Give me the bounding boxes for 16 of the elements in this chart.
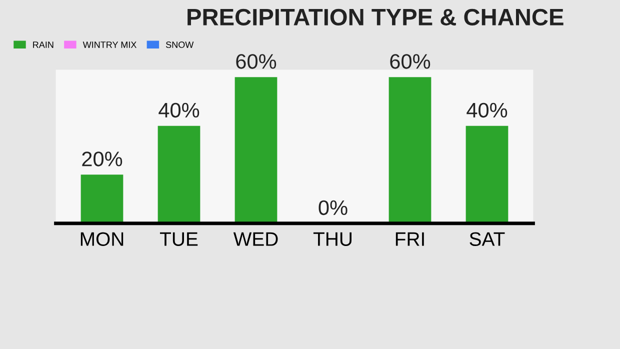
x-tick-label: THU: [313, 232, 352, 246]
data-label: 20%: [82, 152, 122, 166]
data-label: 60%: [236, 54, 276, 69]
legend-label: WINTRY MIX: [82, 42, 136, 48]
x-tick-label: MON: [80, 232, 124, 246]
x-tick-label: SAT: [470, 232, 505, 246]
x-tick-label: TUE: [160, 232, 198, 246]
x-tick-label: WED: [233, 232, 278, 246]
legend-label: SNOW: [166, 42, 194, 48]
data-label: 60%: [390, 54, 430, 69]
data-label: 0%: [318, 200, 348, 216]
x-tick-label: FRI: [396, 232, 424, 246]
legend-label: RAIN: [33, 42, 54, 48]
chart-title: PRECIPITATION TYPE & CHANCE: [188, 8, 564, 26]
data-label: 40%: [158, 102, 200, 118]
data-label: 40%: [466, 102, 508, 118]
